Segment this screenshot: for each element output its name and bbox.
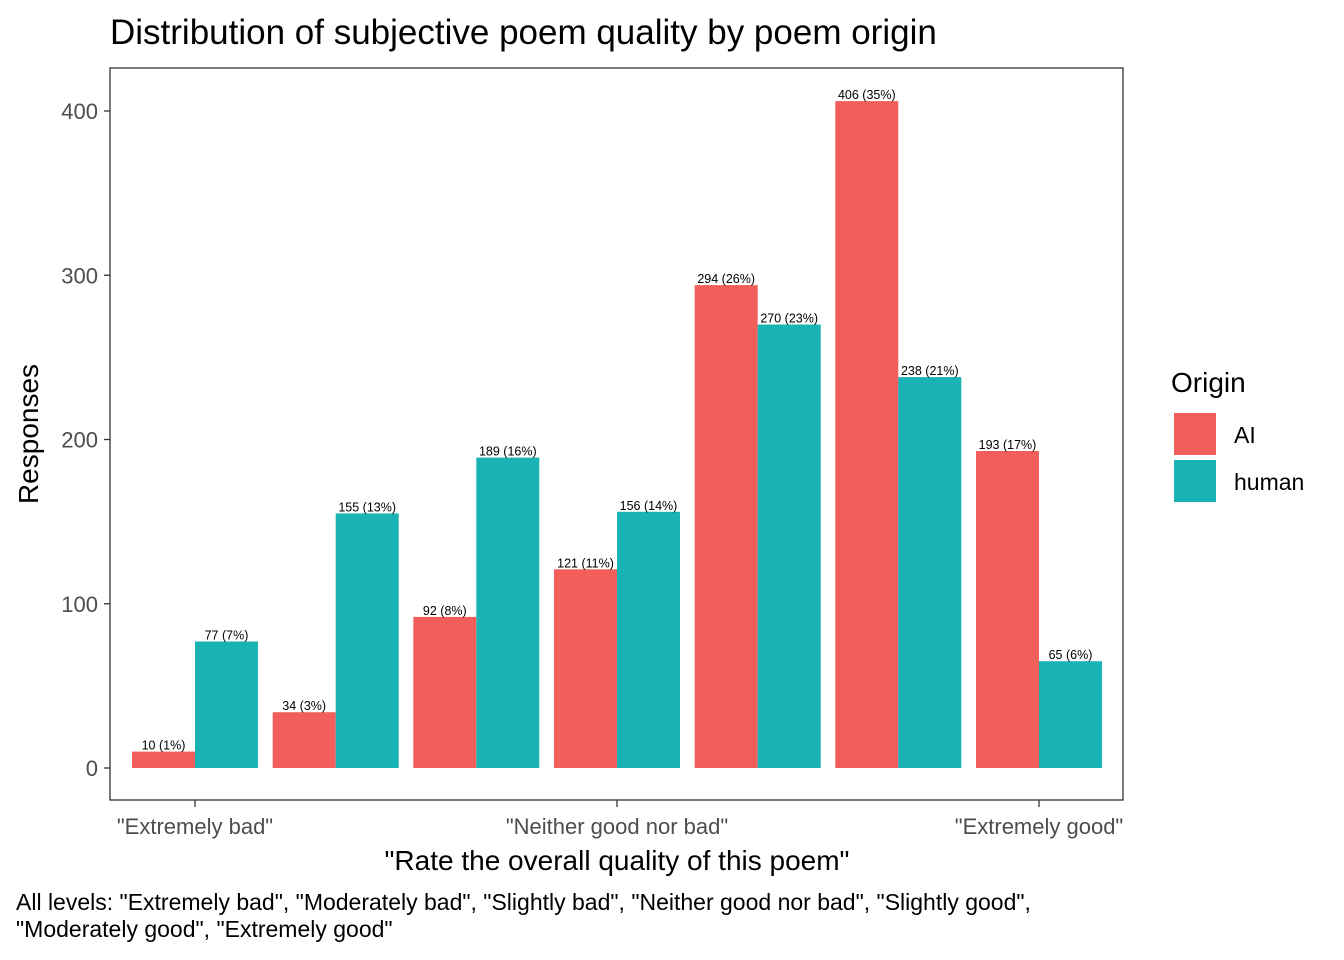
bar-ai-0: [132, 751, 195, 768]
bar-label-human-0: 77 (7%): [205, 629, 249, 643]
y-axis: 0 100 200 300 400: [61, 99, 110, 781]
bar-label-ai-2: 92 (8%): [423, 604, 467, 618]
bar-human-6: [1039, 661, 1102, 768]
x-tick-label: "Neither good nor bad": [506, 814, 728, 839]
bar-label-human-3: 156 (14%): [620, 499, 678, 513]
bar-human-2: [476, 457, 540, 768]
legend-swatch-human: [1174, 460, 1216, 502]
bar-label-ai-1: 34 (3%): [282, 699, 326, 713]
legend-title: Origin: [1171, 367, 1246, 398]
bar-label-human-6: 65 (6%): [1049, 648, 1093, 662]
bar-ai-3: [554, 569, 617, 768]
x-axis-title: "Rate the overall quality of this poem": [384, 845, 849, 876]
legend-swatch-ai: [1174, 413, 1216, 455]
bar-label-human-1: 155 (13%): [338, 500, 396, 514]
y-tick-label: 0: [86, 756, 98, 781]
bar-label-ai-4: 294 (26%): [697, 272, 755, 286]
bar-human-1: [335, 513, 399, 768]
y-axis-title: Responses: [13, 364, 44, 504]
chart-caption: All levels: "Extremely bad", "Moderately…: [16, 889, 1031, 942]
y-tick-label: 200: [61, 428, 98, 453]
y-tick-label: 100: [61, 592, 98, 617]
bar-ai-2: [413, 616, 477, 768]
bar-ai-1: [272, 712, 336, 768]
bar-label-ai-3: 121 (11%): [557, 556, 614, 570]
y-tick-label: 400: [61, 99, 98, 124]
legend-label-human: human: [1234, 469, 1304, 495]
x-axis: "Extremely bad" "Neither good nor bad" "Ex…: [117, 800, 1123, 839]
bar-label-human-2: 189 (16%): [479, 445, 537, 459]
bar-ai-6: [976, 451, 1039, 768]
bar-label-ai-0: 10 (1%): [142, 739, 186, 753]
bar-label-ai-6: 193 (17%): [979, 438, 1037, 452]
x-tick-label: "Extremely good": [955, 814, 1123, 839]
legend: Origin AI human: [1171, 367, 1304, 502]
bar-label-human-4: 270 (23%): [760, 312, 818, 326]
bar-ai-4: [694, 285, 758, 768]
bar-human-4: [757, 324, 821, 768]
bar-human-5: [898, 377, 962, 768]
chart-title: Distribution of subjective poem quality …: [110, 13, 937, 52]
bar-label-human-5: 238 (21%): [901, 364, 959, 378]
bar-label-ai-5: 406 (35%): [838, 88, 896, 102]
bar-ai-5: [835, 101, 899, 769]
legend-label-ai: AI: [1234, 422, 1256, 448]
bar-human-0: [195, 641, 258, 768]
bar-human-3: [617, 511, 680, 768]
y-tick-label: 300: [61, 263, 98, 288]
bars-layer: [132, 101, 1102, 769]
x-tick-label: "Extremely bad": [117, 814, 273, 839]
bar-labels-layer: 10 (1%) 34 (3%) 92 (8%) 121 (11%) 294 (26%) 4…: [142, 88, 1093, 753]
